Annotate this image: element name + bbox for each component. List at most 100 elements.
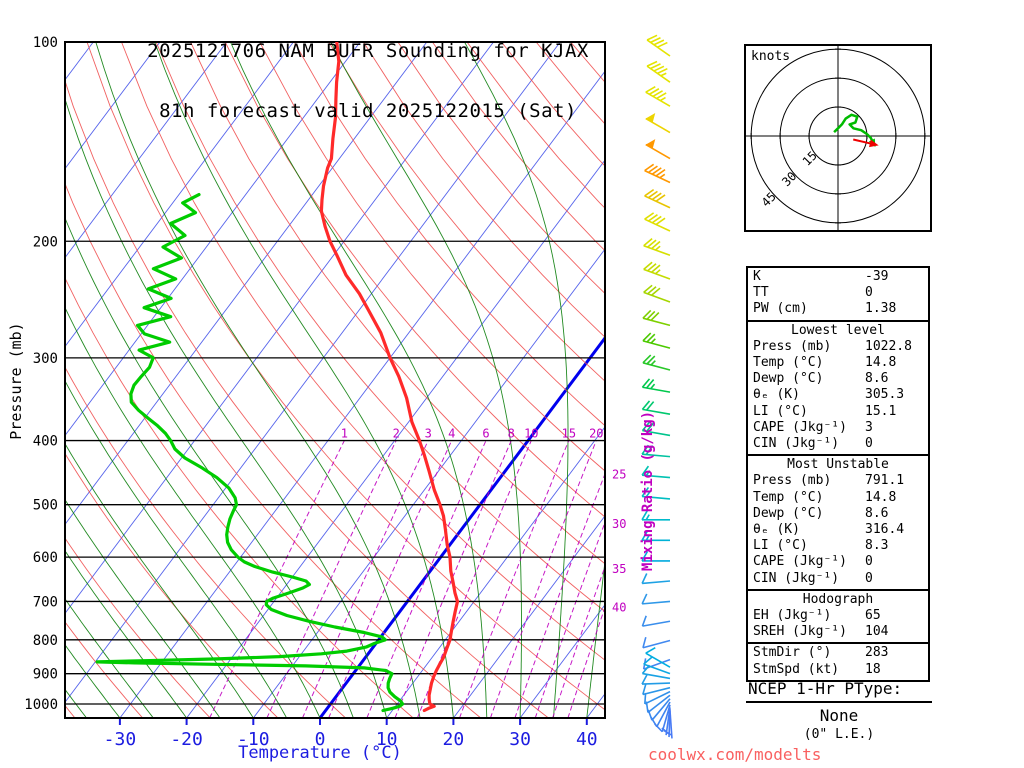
hodograph-trace: [833, 113, 874, 143]
indices-row: EH (Jkg⁻¹) 65: [748, 608, 928, 624]
index-value: -39: [865, 269, 889, 284]
temperature-tick-label: -10: [237, 729, 270, 750]
indices-section: K -39 TT 0 PW (cm) 1.38: [748, 269, 928, 318]
isotherm: [453, 515, 605, 718]
isotherm: [65, 42, 428, 526]
index-label: Dewp (°C): [753, 371, 824, 387]
pressure-tick-label: 300: [33, 351, 58, 367]
temperature-tick-label: -30: [104, 729, 137, 750]
hodograph-units-label: knots: [751, 49, 791, 64]
index-value: 104: [865, 624, 889, 640]
isotherm: [65, 42, 361, 437]
temperature-tick-label: 10: [376, 729, 398, 750]
freezing-isotherm: [318, 335, 605, 718]
mixing-ratio-tick-label: 6: [482, 427, 489, 441]
indices-row: LI (°C) 15.1: [748, 404, 928, 420]
indices-table: K -39 TT 0 PW (cm) 1.38 Lowest level Press (mb)…: [746, 266, 930, 682]
indices-section: Most Unstable Press (mb) 791.1 Temp (°C) 14.…: [748, 454, 928, 587]
indices-row: Temp (°C) 14.8: [748, 490, 928, 506]
index-value: 14.8: [865, 489, 897, 505]
indices-row: Temp (°C) 14.8: [748, 355, 928, 371]
temperature-trace: [319, 42, 460, 713]
plot-frame: [64, 41, 606, 719]
indices-section: StmDir (°) 283 StmSpd (kt) 18: [748, 642, 928, 677]
pressure-tick-label: 400: [33, 434, 58, 450]
pressure-tick-label: 800: [33, 633, 58, 649]
pressure-tick-label: 200: [33, 234, 58, 250]
index-value: 3: [865, 419, 873, 435]
pressure-axis-label: Pressure (mb): [7, 322, 25, 440]
index-label: θₑ (K): [753, 522, 800, 538]
index-label: CAPE (Jkg⁻¹): [753, 554, 847, 570]
index-label: CIN (Jkg⁻¹): [753, 436, 840, 452]
mixing-ratio-tick-label: 15: [562, 427, 576, 441]
ptype-value: None: [819, 706, 859, 725]
mixing-ratio-lines: [209, 440, 605, 718]
indices-row: θₑ (K) 305.3: [748, 387, 928, 403]
indices-section: Lowest level Press (mb) 1022.8 Temp (°C) 14.…: [748, 319, 928, 453]
indices-section-header: Hodograph: [802, 591, 874, 607]
pressure-gridlines: 100 200 300 400 500 600 700 800 900 1000: [24, 35, 605, 713]
index-value: 283: [865, 645, 889, 661]
temperature-tick-label: 0: [315, 729, 326, 750]
mixing-ratio-tick-label: 40: [612, 601, 626, 615]
index-value: 0: [865, 436, 873, 452]
index-label: Temp (°C): [753, 489, 824, 505]
title-line-2: 81h forecast valid 2025122015 (Sat): [159, 100, 577, 122]
index-label: θₑ (K): [753, 387, 800, 403]
isotherm: [119, 70, 605, 718]
indices-row: Dewp (°C) 8.6: [748, 506, 928, 522]
indices-row: PW (cm) 1.38: [748, 301, 928, 317]
index-value: 18: [865, 661, 881, 677]
index-label: SREH (Jkg⁻¹): [753, 624, 847, 640]
mixing-ratio-tick-label: 8: [508, 427, 515, 441]
pressure-tick-label: 600: [33, 550, 58, 566]
mixing-ratio-tick-label: 4: [448, 427, 455, 441]
isotherm: [65, 42, 561, 704]
mixing-ratio-tick-label: 1: [341, 427, 348, 441]
index-value: 0: [865, 570, 873, 586]
index-label: CAPE (Jkg⁻¹): [753, 419, 847, 435]
sounding-profiles: [95, 42, 460, 713]
ptype-title: NCEP 1-Hr PType:: [746, 679, 932, 703]
index-label: LI (°C): [753, 538, 808, 554]
pressure-tick-label: 1000: [24, 697, 58, 713]
pressure-tick-label: 500: [33, 498, 58, 514]
index-label: PW (cm): [753, 301, 808, 317]
mixing-ratio-labels: 1 2 3 4 6 8 10 15 20 25 30 35 40: [341, 427, 627, 615]
mixing-ratio-tick-label: 20: [589, 427, 603, 441]
temperature-tick-label: -20: [170, 729, 203, 750]
mixing-ratio-axis-label: Mixing Ratio (g/kg): [640, 410, 656, 572]
indices-row: K -39: [748, 269, 928, 285]
index-value: 1022.8: [865, 338, 912, 354]
index-label: CIN (Jkg⁻¹): [753, 570, 840, 586]
indices-row: StmDir (°) 283: [748, 645, 928, 661]
pressure-tick-label: 100: [33, 35, 58, 51]
index-value: 1.38: [865, 301, 897, 317]
site-credit: coolwx.com/modelts: [648, 745, 822, 764]
indices-row: Press (mb) 791.1: [748, 473, 928, 489]
index-value: 0: [865, 285, 873, 301]
index-value: 8.6: [865, 505, 889, 521]
index-value: 8.3: [865, 538, 889, 554]
isotherm: [386, 426, 605, 718]
temperature-tick-label: 30: [509, 729, 531, 750]
ptype-note: (0" L.E.): [803, 727, 875, 742]
index-value: 65: [865, 608, 881, 624]
index-value: 316.4: [865, 522, 905, 538]
index-label: EH (Jkg⁻¹): [753, 608, 832, 624]
dry-adiabats: [65, 42, 605, 718]
index-label: Press (mb): [753, 338, 832, 354]
isotherm: [65, 42, 294, 348]
title-line-1: 2025121706 NAM BUFR Sounding for KJAX: [147, 40, 589, 62]
pressure-tick-label: 900: [33, 667, 58, 683]
index-label: Dewp (°C): [753, 505, 824, 521]
ptype-panel: NCEP 1-Hr PType: None (0" L.E.): [746, 679, 932, 742]
index-value: 305.3: [865, 387, 905, 403]
index-value: 0: [865, 554, 873, 570]
skewt-background: [65, 42, 605, 718]
pressure-tick-label: 700: [33, 594, 58, 610]
mixing-ratio-tick-label: 30: [612, 517, 626, 531]
dewpoint-trace: [95, 193, 405, 713]
